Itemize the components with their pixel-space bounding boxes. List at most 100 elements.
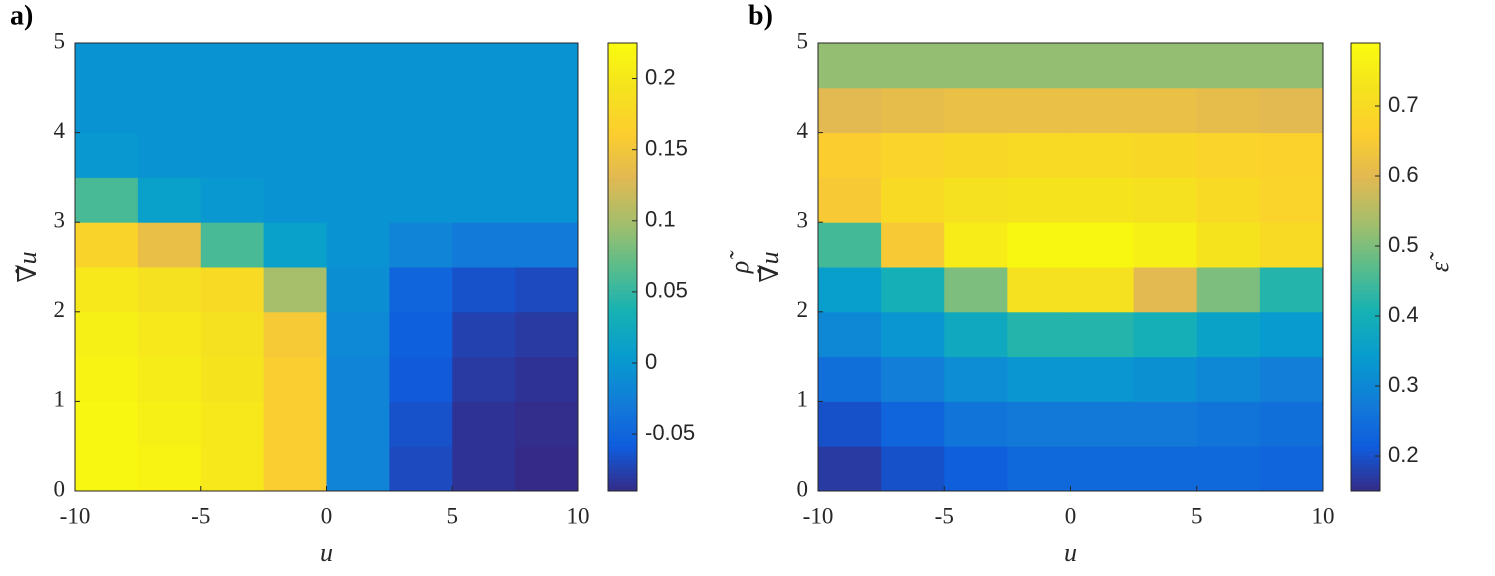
heat-cell bbox=[452, 43, 516, 89]
colorbar-swatch bbox=[1351, 446, 1380, 452]
colorbar-swatch bbox=[1351, 302, 1380, 308]
colorbar-swatch bbox=[608, 428, 637, 434]
colorbar-swatch bbox=[608, 181, 637, 187]
colorbar-swatch bbox=[608, 150, 637, 156]
colorbar-tick-label: 0.3 bbox=[1388, 372, 1419, 397]
heat-cell bbox=[1259, 43, 1324, 89]
colorbar-swatch bbox=[1351, 383, 1380, 389]
heat-cell bbox=[1133, 446, 1198, 492]
colorbar-swatch bbox=[1351, 222, 1380, 228]
heat-cell bbox=[1133, 356, 1198, 402]
colorbar-swatch bbox=[608, 163, 637, 169]
colorbar-swatch bbox=[1351, 464, 1380, 470]
heat-cell bbox=[389, 446, 453, 492]
heat-cell bbox=[881, 87, 945, 134]
heat-cell bbox=[944, 87, 1008, 134]
colorbar-swatch bbox=[1351, 437, 1380, 443]
colorbar-swatch bbox=[608, 74, 637, 80]
colorbar-swatch bbox=[1351, 137, 1380, 143]
colorbar-tick-label: 0.1 bbox=[645, 207, 676, 232]
colorbar-swatch bbox=[1351, 320, 1380, 326]
panel-label: a) bbox=[10, 0, 33, 31]
heatmap bbox=[75, 43, 579, 492]
heat-cell bbox=[515, 132, 579, 178]
colorbar-tick-label: 0.5 bbox=[1388, 232, 1419, 257]
heat-cell bbox=[1196, 267, 1261, 313]
heat-cell bbox=[200, 311, 265, 358]
heat-cell bbox=[389, 356, 453, 402]
colorbar-swatch bbox=[1351, 217, 1380, 223]
x-tick-label: -10 bbox=[803, 503, 834, 528]
colorbar-swatch bbox=[608, 446, 637, 452]
y-tick-label: 0 bbox=[54, 476, 66, 501]
colorbar-swatch bbox=[1351, 347, 1380, 353]
colorbar-swatch bbox=[1351, 267, 1380, 272]
heat-cell bbox=[515, 401, 579, 447]
heat-cell bbox=[818, 87, 882, 134]
heat-cell bbox=[263, 222, 327, 268]
heat-cell bbox=[137, 87, 202, 134]
colorbar-swatch bbox=[608, 361, 637, 367]
colorbar-swatch bbox=[608, 459, 637, 465]
colorbar-swatch bbox=[1351, 414, 1380, 420]
y-tick-label: 5 bbox=[54, 28, 66, 53]
heat-cell bbox=[881, 446, 945, 492]
colorbar-swatch bbox=[608, 267, 637, 272]
colorbar-swatch bbox=[608, 432, 637, 438]
heat-cell bbox=[200, 43, 265, 89]
colorbar-swatch bbox=[1351, 132, 1380, 138]
colorbar-swatch bbox=[608, 195, 637, 201]
heat-cell bbox=[881, 43, 945, 89]
heat-cell bbox=[263, 401, 327, 447]
colorbar-swatch bbox=[608, 92, 637, 98]
colorbar-swatch bbox=[1351, 56, 1380, 62]
heat-cell bbox=[1133, 132, 1198, 178]
heat-cell bbox=[881, 311, 945, 358]
heat-cell bbox=[263, 43, 327, 89]
heat-cell bbox=[1007, 267, 1071, 313]
heat-cell bbox=[326, 267, 390, 313]
heat-cell bbox=[200, 87, 265, 134]
colorbar-swatch bbox=[1351, 450, 1380, 456]
heat-cell bbox=[515, 267, 579, 313]
colorbar-swatch bbox=[1351, 298, 1380, 304]
heat-cell bbox=[137, 177, 202, 223]
heat-cell bbox=[452, 311, 516, 358]
colorbar-swatch bbox=[608, 365, 637, 371]
colorbar-swatch bbox=[1351, 374, 1380, 380]
heat-cell bbox=[818, 43, 882, 89]
colorbar-swatch bbox=[1351, 146, 1380, 152]
colorbar-swatch bbox=[1351, 262, 1380, 268]
heat-cell bbox=[1070, 267, 1135, 313]
heat-cell bbox=[1196, 356, 1261, 402]
heat-cell bbox=[1196, 401, 1261, 447]
colorbar-swatch bbox=[608, 146, 637, 152]
colorbar-swatch bbox=[608, 114, 637, 120]
heat-cell bbox=[75, 222, 139, 268]
heat-cell bbox=[1196, 177, 1261, 223]
colorbar-swatch bbox=[608, 410, 637, 416]
heat-cell bbox=[515, 356, 579, 402]
colorbar-swatch bbox=[1351, 141, 1380, 147]
heat-cell bbox=[326, 222, 390, 268]
heat-cell bbox=[1133, 401, 1198, 447]
heat-cell bbox=[881, 132, 945, 178]
heat-cell bbox=[326, 177, 390, 223]
x-axis-label: u bbox=[320, 538, 333, 567]
colorbar-swatch bbox=[608, 123, 637, 129]
heat-cell bbox=[1259, 401, 1324, 447]
heat-cell bbox=[75, 401, 139, 447]
colorbar-swatch bbox=[1351, 195, 1380, 201]
heat-cell bbox=[389, 132, 453, 178]
y-tick-label: 2 bbox=[54, 297, 66, 322]
heat-cell bbox=[1133, 222, 1198, 268]
colorbar-swatch bbox=[608, 186, 637, 192]
heat-cell bbox=[1133, 267, 1198, 313]
colorbar-swatch bbox=[1351, 190, 1380, 196]
colorbar-swatch bbox=[1351, 105, 1380, 111]
colorbar-swatch bbox=[608, 347, 637, 353]
colorbar-swatch bbox=[608, 387, 637, 393]
colorbar-swatch bbox=[608, 137, 637, 143]
colorbar-tick-label: 0.2 bbox=[1388, 442, 1419, 467]
colorbar-swatch bbox=[608, 338, 637, 344]
